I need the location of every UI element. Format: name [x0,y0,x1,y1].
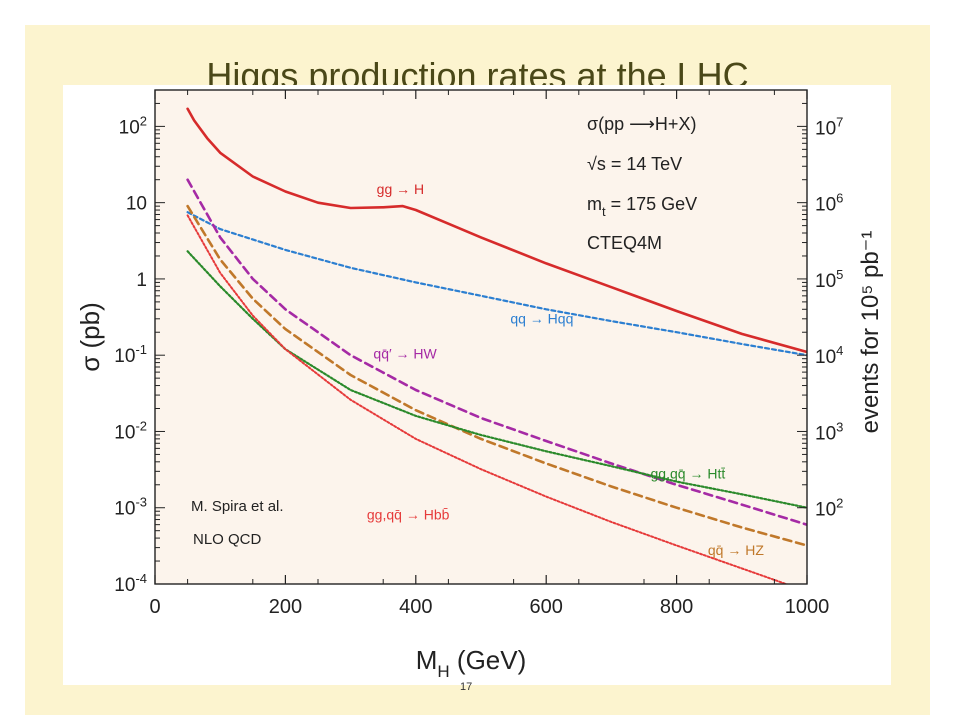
info-mass: mt = 175 GeV [587,194,697,219]
series-label-HZ: qq̄ → HZ [708,542,764,558]
series-line-ggH [186,107,807,354]
y-tick-label-left: 10 [126,194,147,215]
x-axis-title: MH (GeV) [416,645,527,681]
y-tick-label-left: 10-4 [114,571,147,596]
y-axis-title-right: events for 10⁵ pb⁻¹ [857,231,884,434]
series-label-ggH: gg → H [377,181,424,197]
y-tick-label-right: 107 [815,114,843,139]
y-tick-label-right: 102 [815,496,843,521]
y-tick-label-right: 104 [815,343,843,368]
page-number: 17 [460,681,473,693]
x-axis: 0 200 400 600 800 1000 [149,90,829,618]
x-tick-label: 0 [149,596,160,618]
chart-panel: gg → H qq → Hqq qq̄′ → HW qq̄ → HZ gg,qq̄ → … [63,85,891,685]
y-tick-label-left: 10-1 [114,342,147,367]
series-label-Hbb: gg,qq̄ → Hbb̄ [367,507,450,523]
info-pdf: CTEQ4M [587,233,662,253]
plot-frame [154,89,808,585]
series-label-HW: qq̄′ → HW [373,346,437,362]
y-tick-label-left: 102 [119,113,147,138]
series-line-Hbb [186,214,790,584]
y-axis-left: 102 10 1 10-1 10-2 10-3 10-4 [114,89,165,596]
series-line-HW [186,178,807,526]
series-label-qqHqq: qq → Hqq [510,311,573,327]
series-line-qqHqq [186,211,807,357]
series-label-Htt: gg,qq̄ → Htt̄ [651,466,726,482]
x-tick-label: 800 [660,596,693,618]
y-axis-right: 107 106 105 104 103 102 [797,89,843,521]
y-tick-label-right: 105 [815,267,843,292]
x-tick-label: 600 [530,596,563,618]
info-process: σ(pp ⟶H+X) [587,114,696,134]
info-energy: √s = 14 TeV [587,154,682,174]
credit-author: M. Spira et al. [191,498,284,515]
series-line-HZ [186,204,807,547]
y-tick-label-right: 103 [815,419,843,444]
series-group [186,107,807,584]
credit-method: NLO QCD [193,531,262,548]
y-tick-label-right: 106 [815,191,843,216]
x-tick-label: 200 [269,596,302,618]
higgs-cross-section-chart: gg → H qq → Hqq qq̄′ → HW qq̄ → HZ gg,qq̄ → … [75,89,884,681]
x-tick-label: 400 [399,596,432,618]
x-tick-label: 1000 [785,596,830,618]
y-tick-label-left: 10-2 [114,418,147,443]
y-axis-title-left: σ (pb) [75,302,105,372]
y-tick-label-left: 10-3 [114,495,147,520]
y-tick-label-left: 1 [136,270,147,291]
series-line-Htt [186,250,807,509]
